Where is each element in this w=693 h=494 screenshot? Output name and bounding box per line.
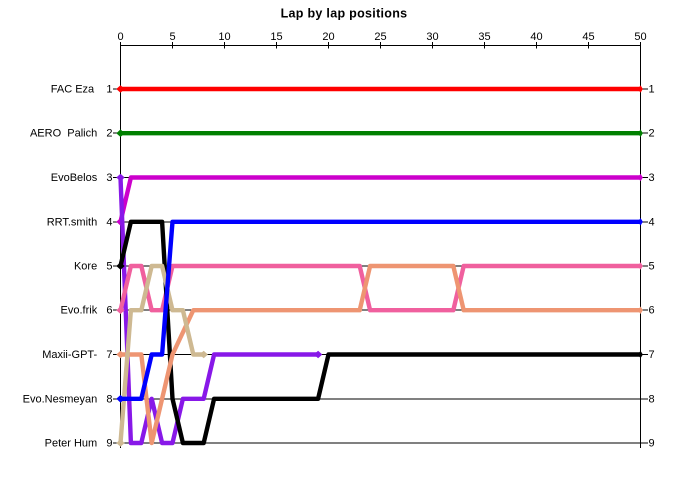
svg-text:RRT.smith 4: RRT.smith 4 <box>47 216 113 228</box>
svg-text:4: 4 <box>649 216 655 228</box>
svg-text:20: 20 <box>322 31 334 43</box>
svg-text:Kore 5: Kore 5 <box>74 261 113 273</box>
svg-text:9: 9 <box>649 438 655 450</box>
svg-text:3: 3 <box>649 172 655 184</box>
svg-text:35: 35 <box>478 31 490 43</box>
svg-text:0: 0 <box>117 31 123 43</box>
svg-text:7: 7 <box>649 349 655 361</box>
svg-text:AERO Palich 2: AERO Palich 2 <box>30 128 113 140</box>
svg-text:5: 5 <box>169 31 175 43</box>
svg-text:FAC Eza 1: FAC Eza 1 <box>51 84 113 96</box>
svg-text:25: 25 <box>374 31 386 43</box>
svg-text:15: 15 <box>270 31 282 43</box>
svg-text:30: 30 <box>426 31 438 43</box>
svg-text:50: 50 <box>634 31 646 43</box>
svg-text:Peter Hum 9: Peter Hum 9 <box>45 438 113 450</box>
svg-text:Evo.frik 6: Evo.frik 6 <box>61 305 113 317</box>
svg-text:40: 40 <box>530 31 542 43</box>
svg-text:Evo.Nesmeyan 8: Evo.Nesmeyan 8 <box>23 393 113 405</box>
svg-text:6: 6 <box>649 305 655 317</box>
svg-text:EvoBelos 3: EvoBelos 3 <box>51 172 113 184</box>
svg-text:2: 2 <box>649 128 655 140</box>
svg-text:Maxii-GPT- 7: Maxii-GPT- 7 <box>42 349 112 361</box>
svg-text:45: 45 <box>582 31 594 43</box>
svg-text:1: 1 <box>649 84 655 96</box>
svg-text:10: 10 <box>218 31 230 43</box>
svg-text:Lap by lap positions: Lap by lap positions <box>281 6 408 20</box>
svg-text:8: 8 <box>649 393 655 405</box>
svg-text:5: 5 <box>649 261 655 273</box>
